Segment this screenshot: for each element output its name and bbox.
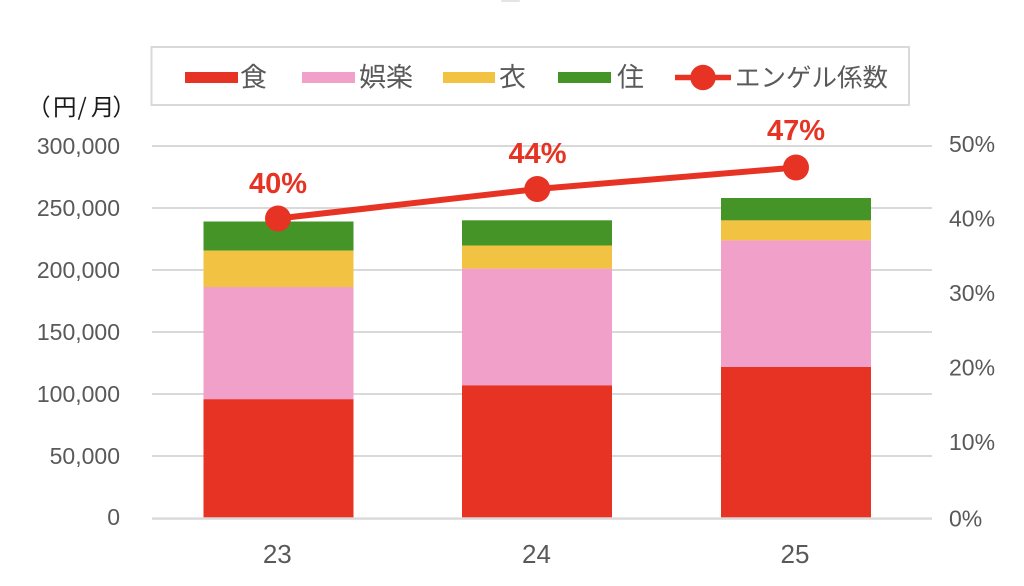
svg-text:20%: 20%: [949, 355, 995, 381]
svg-text:44%: 44%: [508, 138, 566, 170]
svg-text:23: 23: [263, 539, 292, 569]
svg-text:200,000: 200,000: [37, 257, 120, 283]
svg-text:0%: 0%: [949, 506, 982, 532]
svg-text:150,000: 150,000: [37, 319, 120, 345]
svg-text:40%: 40%: [949, 206, 995, 232]
svg-text:30%: 30%: [949, 280, 995, 306]
svg-text:50%: 50%: [949, 131, 995, 157]
svg-text:24: 24: [522, 539, 551, 569]
svg-text:300,000: 300,000: [37, 133, 120, 159]
svg-text:0: 0: [107, 504, 120, 530]
svg-text:40%: 40%: [249, 168, 307, 200]
svg-text:50,000: 50,000: [50, 443, 120, 469]
svg-text:100,000: 100,000: [37, 381, 120, 407]
svg-text:25: 25: [781, 539, 810, 569]
svg-text:250,000: 250,000: [37, 195, 120, 221]
svg-text:10%: 10%: [949, 429, 995, 455]
svg-text:47%: 47%: [767, 115, 825, 147]
